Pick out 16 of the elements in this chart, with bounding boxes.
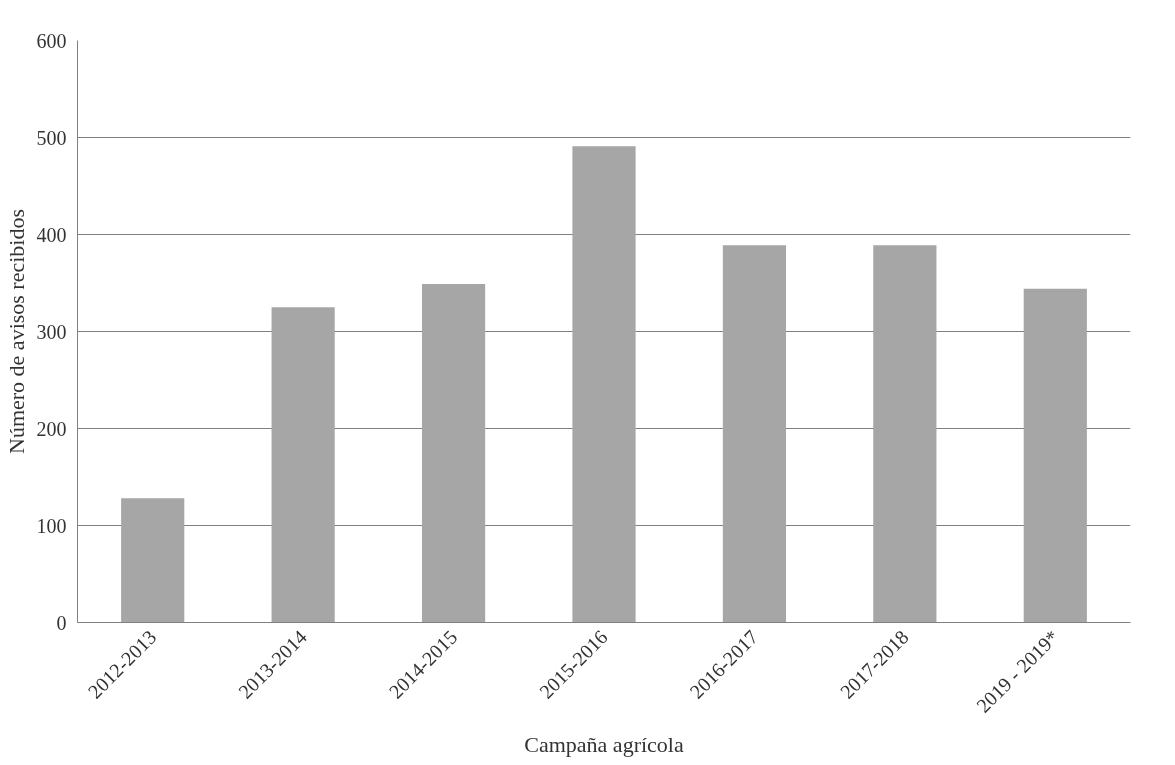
bar bbox=[873, 245, 937, 623]
y-tick-label: 500 bbox=[36, 126, 67, 149]
x-axis-title: Campaña agrícola bbox=[524, 732, 684, 758]
y-tick-label: 100 bbox=[36, 514, 67, 537]
bar bbox=[421, 283, 486, 623]
y-tick-label: 600 bbox=[36, 29, 67, 52]
y-tick-label: 0 bbox=[56, 611, 67, 634]
y-axis-title: Número de avisos recibidos bbox=[3, 209, 29, 454]
bar bbox=[572, 146, 636, 623]
y-tick-label: 400 bbox=[36, 223, 67, 246]
y-tick-label: 300 bbox=[36, 320, 67, 343]
bar bbox=[121, 498, 185, 623]
bar bbox=[1023, 288, 1087, 623]
bar bbox=[722, 245, 787, 623]
bar bbox=[271, 307, 335, 623]
y-tick-label: 200 bbox=[36, 417, 67, 440]
